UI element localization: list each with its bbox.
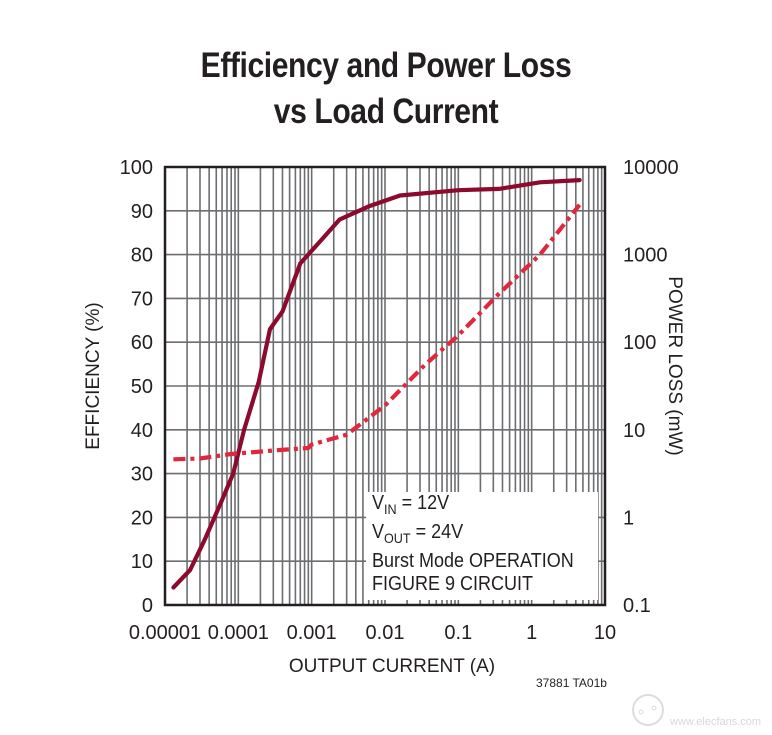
circuit-condition: FIGURE 9 CIRCUIT xyxy=(372,573,534,595)
svg-text:1000: 1000 xyxy=(623,245,668,267)
svg-text:40: 40 xyxy=(131,420,153,442)
svg-text:70: 70 xyxy=(131,288,153,310)
conditions-legend: VIN = 12V VOUT = 24V Burst Mode OPERATIO… xyxy=(366,492,598,600)
mode-condition: Burst Mode OPERATION xyxy=(372,550,574,572)
chart-title-line2: vs Load Current xyxy=(273,92,499,131)
svg-text:1: 1 xyxy=(526,622,537,644)
svg-text:EFFICIENCY (%): EFFICIENCY (%) xyxy=(83,302,104,449)
vout-condition: VOUT = 24V xyxy=(372,521,464,546)
svg-text:OUTPUT CURRENT (A): OUTPUT CURRENT (A) xyxy=(289,656,495,677)
svg-text:POWER LOSS (mW): POWER LOSS (mW) xyxy=(664,276,685,455)
watermark-logo-icon xyxy=(632,694,664,726)
svg-text:0.001: 0.001 xyxy=(287,622,337,644)
svg-text:10: 10 xyxy=(594,622,616,644)
axis-labels: 0 10 20 30 40 50 60 70 80 90 100 0.1 1 10 100 1000 10000… xyxy=(83,157,685,677)
watermark: www.elecfans.com xyxy=(628,688,768,733)
svg-text:80: 80 xyxy=(131,245,153,267)
svg-text:0.1: 0.1 xyxy=(623,595,651,617)
svg-text:1: 1 xyxy=(623,507,634,529)
svg-text:30: 30 xyxy=(131,464,153,486)
svg-text:0.0001: 0.0001 xyxy=(208,622,269,644)
svg-text:10: 10 xyxy=(131,551,153,573)
svg-text:50: 50 xyxy=(131,376,153,398)
svg-text:100: 100 xyxy=(120,157,153,179)
svg-text:10: 10 xyxy=(623,420,645,442)
figure-id: 37881 TA01b xyxy=(536,676,607,690)
svg-text:10000: 10000 xyxy=(623,157,679,179)
svg-text:0.1: 0.1 xyxy=(444,622,472,644)
svg-text:20: 20 xyxy=(131,507,153,529)
svg-text:0.00001: 0.00001 xyxy=(129,622,201,644)
svg-text:100: 100 xyxy=(623,332,656,354)
vin-condition: VIN = 12V xyxy=(372,492,450,517)
svg-text:60: 60 xyxy=(131,332,153,354)
svg-text:0: 0 xyxy=(142,595,153,617)
svg-text:0.01: 0.01 xyxy=(366,622,405,644)
chart-title-line1: Efficiency and Power Loss xyxy=(200,46,572,85)
svg-text:90: 90 xyxy=(131,201,153,223)
